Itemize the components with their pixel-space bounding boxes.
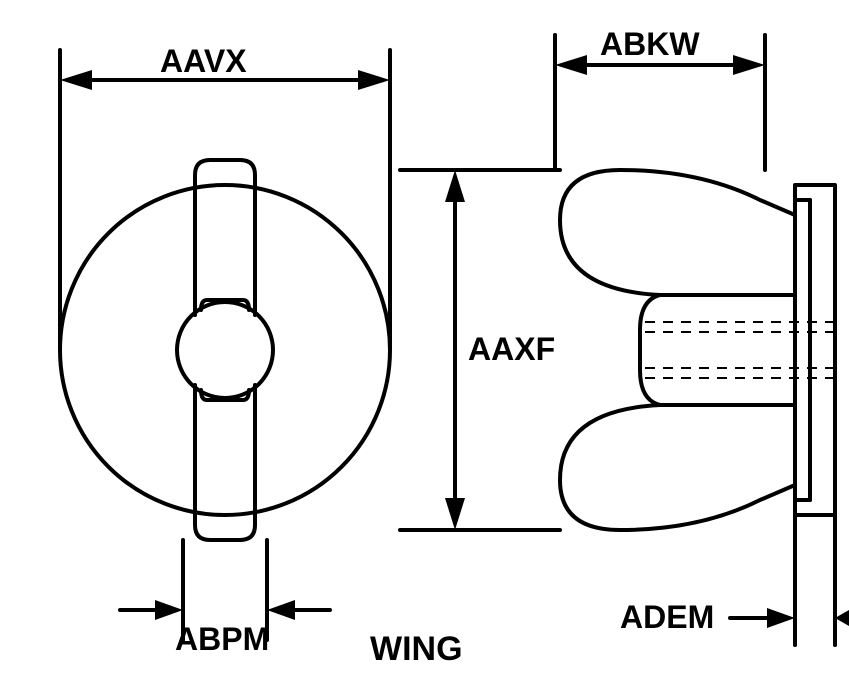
label-abkw: ABKW (600, 26, 700, 62)
dim-abpm: ABPM (120, 540, 330, 657)
dim-aaxf: AAXF (400, 170, 560, 530)
wing-nut-diagram: AAVX ABPM ABKW (0, 0, 849, 677)
washer-outline (60, 185, 390, 515)
dim-abkw: ABKW (555, 26, 765, 170)
label-aaxf: AAXF (468, 331, 555, 367)
label-adem: ADEM (620, 599, 714, 635)
label-aavx: AAVX (160, 43, 247, 79)
diagram-title: WING (370, 630, 463, 668)
dim-adem: ADEM (620, 515, 849, 645)
hidden-thread-lines (645, 322, 835, 378)
side-view (560, 170, 835, 530)
bore-hole (177, 302, 273, 398)
label-abpm: ABPM (175, 621, 269, 657)
